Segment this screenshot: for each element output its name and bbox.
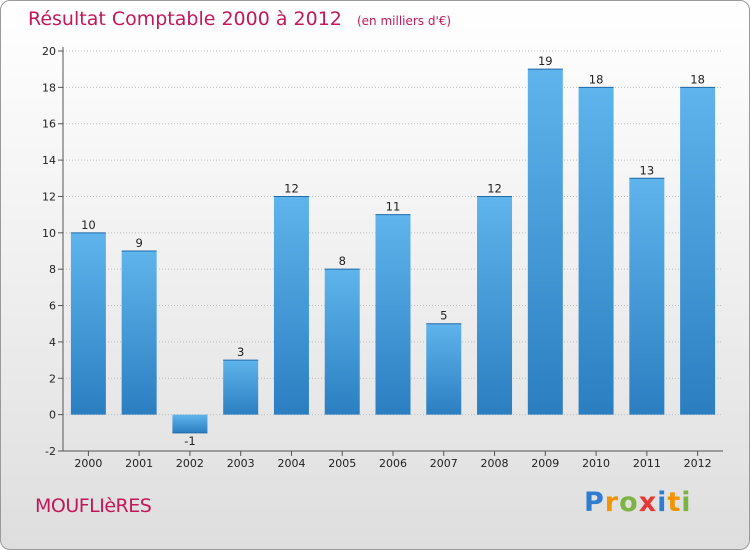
x-tick-label: 2005 [328, 457, 356, 470]
axis-layer: -2 0 2 4 6 8 10 12 14 16 18 20 2000 2001 2002 2003 2004 2… [42, 45, 723, 470]
bar-layer [70, 68, 716, 434]
y-tick-label: 2 [49, 372, 56, 385]
data-label: 9 [135, 236, 142, 250]
title-row: Résultat Comptable 2000 à 2012 (en milli… [28, 8, 451, 30]
data-label: 8 [339, 254, 346, 268]
x-tick-label: 2002 [176, 457, 204, 470]
y-tick-label: 0 [49, 409, 56, 422]
y-tick-label: 14 [42, 154, 56, 167]
brand-letter: t [667, 487, 682, 518]
x-tick-label: 2009 [531, 457, 559, 470]
bar-2011 [629, 178, 665, 415]
y-tick-label: 12 [42, 190, 56, 203]
brand-letter: i [681, 487, 692, 518]
x-tick-label: 2006 [379, 457, 407, 470]
y-tick-label: -2 [45, 445, 56, 458]
data-label: 12 [487, 181, 502, 195]
town-name: MOUFLIèRES [35, 495, 152, 517]
data-label: 18 [690, 72, 705, 86]
y-tick-label: 6 [49, 300, 56, 313]
y-tick-label: 16 [42, 118, 56, 131]
x-tick-label: 2001 [125, 457, 153, 470]
bar-2000 [70, 232, 106, 415]
y-tick-label: 4 [49, 336, 56, 349]
bar-2008 [477, 196, 513, 415]
bar-2009 [527, 69, 563, 415]
brand-letter: r [604, 487, 620, 518]
label-layer: 10 9 -1 3 12 8 11 5 12 19 18 13 18 [81, 54, 705, 448]
data-label: 18 [589, 72, 604, 86]
data-label: 13 [640, 163, 655, 177]
bar-2001 [121, 251, 157, 415]
brand-logo: Proxiti [584, 487, 692, 518]
data-label: 12 [284, 181, 299, 195]
bar-2004 [273, 196, 309, 415]
brand-letter: i [657, 487, 668, 518]
brand-letter: P [584, 487, 605, 518]
data-label: 5 [440, 309, 447, 323]
x-tick-label: 2003 [227, 457, 255, 470]
data-label: -1 [184, 434, 195, 448]
x-tick-label: 2004 [277, 457, 305, 470]
x-tick-label: 2011 [633, 457, 661, 470]
bar-2003 [223, 360, 259, 415]
data-label: 11 [386, 200, 401, 214]
chart-title: Résultat Comptable 2000 à 2012 [28, 8, 342, 30]
data-label: 19 [538, 54, 553, 68]
brand-letter: x [638, 487, 658, 518]
x-tick-label: 2008 [481, 457, 509, 470]
x-tick-label: 2007 [430, 457, 458, 470]
bar-2006 [375, 214, 411, 415]
x-tick-label: 2012 [684, 457, 712, 470]
bar-2012 [680, 87, 716, 415]
x-tick-label: 2000 [74, 457, 102, 470]
x-tick-label: 2010 [582, 457, 610, 470]
y-tick-label: 8 [49, 263, 56, 276]
y-tick-label: 20 [42, 45, 56, 58]
y-tick-label: 18 [42, 81, 56, 94]
chart-subtitle: (en milliers d'€) [356, 14, 452, 28]
bar-2010 [578, 87, 614, 415]
bar-2007 [426, 323, 462, 415]
bar-2005 [324, 269, 360, 415]
data-label: 3 [237, 345, 244, 359]
y-tick-label: 10 [42, 227, 56, 240]
brand-letter: o [619, 487, 639, 518]
bar-2002 [172, 414, 208, 433]
data-label: 10 [81, 218, 96, 232]
